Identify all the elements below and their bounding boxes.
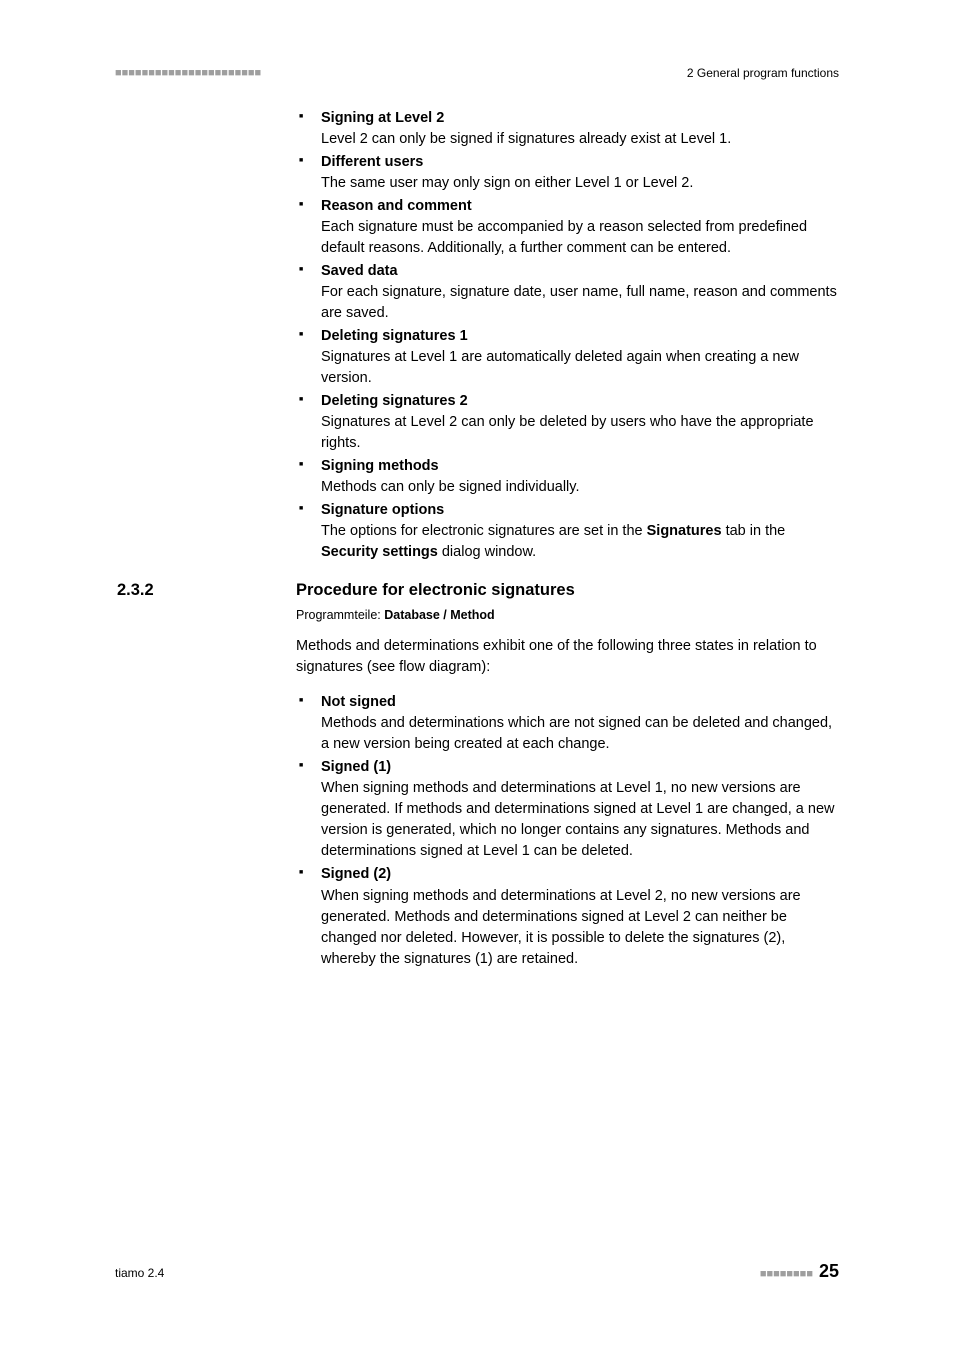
item-description: Signatures at Level 2 can only be delete…: [321, 412, 839, 454]
item-description: Signatures at Level 1 are automatically …: [321, 347, 839, 389]
signatures-tab-ref: Signatures: [647, 523, 722, 539]
item-title: Deleting signatures 2: [321, 391, 839, 412]
footer-page-number: 25: [819, 1261, 839, 1282]
subtitle-label: Programmteile:: [296, 608, 384, 622]
section-heading: 2.3.2 Procedure for electronic signature…: [296, 581, 839, 600]
item-title: Signed (2): [321, 864, 839, 885]
header-dots-decoration: ■■■■■■■■■■■■■■■■■■■■■■: [115, 67, 261, 79]
text-fragment: The options for electronic signatures ar…: [321, 523, 647, 539]
section-number: 2.3.2: [117, 581, 154, 600]
header-chapter-title: 2 General program functions: [687, 66, 839, 80]
item-title: Reason and comment: [321, 196, 839, 217]
item-title: Signing at Level 2: [321, 108, 839, 129]
list-item: Deleting signatures 1 Signatures at Leve…: [296, 326, 839, 389]
item-title: Deleting signatures 1: [321, 326, 839, 347]
list-item: Signed (1) When signing methods and dete…: [296, 757, 839, 862]
footer-dots-decoration: ■■■■■■■■: [760, 1268, 813, 1280]
list-item: Signature options The options for electr…: [296, 500, 839, 563]
item-description: When signing methods and determinations …: [321, 886, 839, 970]
page-header: ■■■■■■■■■■■■■■■■■■■■■■ 2 General program…: [115, 66, 839, 80]
footer-page-block: ■■■■■■■■ 25: [760, 1261, 839, 1282]
list-item: Reason and comment Each signature must b…: [296, 196, 839, 259]
item-title: Different users: [321, 152, 839, 173]
intro-paragraph: Methods and determinations exhibit one o…: [296, 636, 839, 678]
item-title: Not signed: [321, 692, 839, 713]
item-description: When signing methods and determinations …: [321, 778, 839, 862]
page-footer: tiamo 2.4 ■■■■■■■■ 25: [115, 1261, 839, 1282]
item-description: Each signature must be accompanied by a …: [321, 217, 839, 259]
section-subtitle: Programmteile: Database / Method: [296, 608, 839, 622]
list-item: Not signed Methods and determinations wh…: [296, 692, 839, 755]
signature-states-list: Not signed Methods and determinations wh…: [296, 692, 839, 969]
item-title: Saved data: [321, 261, 839, 282]
item-description: Methods and determinations which are not…: [321, 713, 839, 755]
text-fragment: dialog window.: [438, 544, 536, 560]
section-title: Procedure for electronic signatures: [296, 581, 575, 599]
security-settings-ref: Security settings: [321, 544, 438, 560]
item-description: For each signature, signature date, user…: [321, 282, 839, 324]
text-fragment: tab in the: [722, 523, 786, 539]
item-title: Signed (1): [321, 757, 839, 778]
list-item: Signing at Level 2 Level 2 can only be s…: [296, 108, 839, 150]
footer-product: tiamo 2.4: [115, 1266, 164, 1280]
item-description: Level 2 can only be signed if signatures…: [321, 129, 839, 150]
list-item: Signed (2) When signing methods and dete…: [296, 864, 839, 969]
item-title: Signing methods: [321, 456, 839, 477]
page-content: Signing at Level 2 Level 2 can only be s…: [296, 108, 839, 972]
signature-rules-list: Signing at Level 2 Level 2 can only be s…: [296, 108, 839, 563]
item-description: Methods can only be signed individually.: [321, 477, 839, 498]
item-description: The same user may only sign on either Le…: [321, 173, 839, 194]
item-description: The options for electronic signatures ar…: [321, 521, 839, 563]
item-title: Signature options: [321, 500, 839, 521]
list-item: Different users The same user may only s…: [296, 152, 839, 194]
subtitle-value: Database / Method: [384, 608, 494, 622]
list-item: Saved data For each signature, signature…: [296, 261, 839, 324]
list-item: Signing methods Methods can only be sign…: [296, 456, 839, 498]
list-item: Deleting signatures 2 Signatures at Leve…: [296, 391, 839, 454]
